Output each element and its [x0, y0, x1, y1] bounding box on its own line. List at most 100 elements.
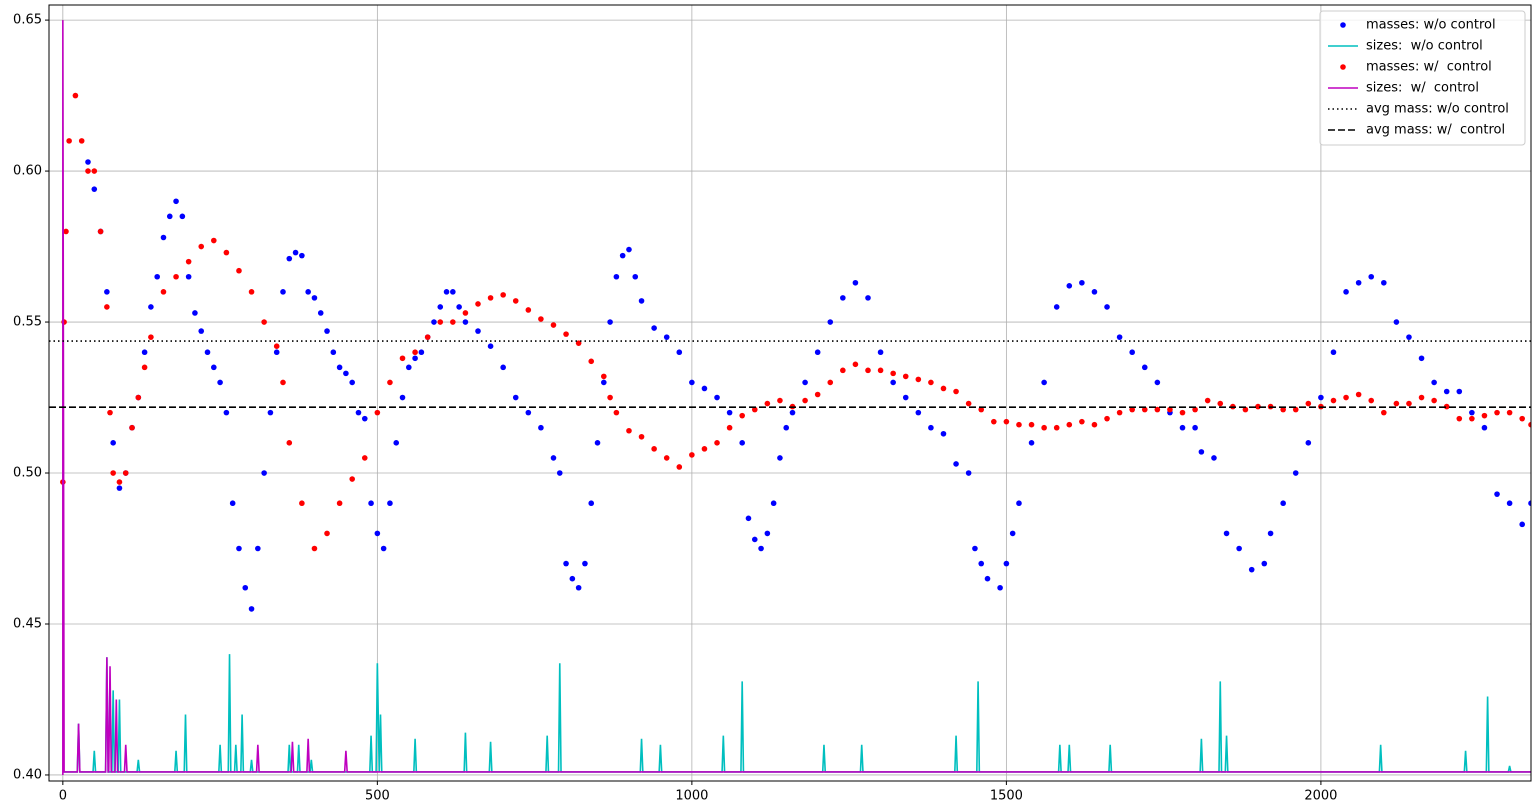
data-point — [802, 397, 808, 404]
data-point — [475, 301, 481, 307]
data-point — [638, 298, 645, 304]
data-point — [777, 397, 783, 404]
data-point — [563, 331, 569, 337]
data-point — [865, 367, 871, 374]
data-point — [324, 530, 330, 537]
data-point — [928, 424, 934, 431]
legend-label: avg mass: w/ control — [1366, 123, 1505, 138]
data-point — [984, 575, 991, 582]
data-point — [299, 252, 305, 259]
data-point — [1104, 304, 1110, 310]
data-point — [915, 376, 922, 383]
data-point — [651, 325, 657, 331]
data-point — [965, 400, 972, 407]
data-point — [1381, 279, 1387, 286]
data-point — [1292, 406, 1299, 413]
data-point — [758, 545, 764, 552]
data-point — [443, 289, 450, 295]
x-tick-label: 500 — [365, 789, 390, 804]
data-point — [783, 424, 790, 431]
data-point — [500, 364, 506, 371]
data-point — [1041, 424, 1047, 431]
data-point — [928, 379, 934, 386]
data-point — [575, 584, 582, 591]
data-point — [273, 349, 280, 356]
data-point — [512, 298, 519, 304]
data-point — [336, 500, 343, 507]
data-point — [1431, 397, 1437, 404]
data-point — [1041, 379, 1047, 386]
data-point — [714, 440, 720, 446]
data-point — [626, 427, 632, 434]
data-point — [1116, 334, 1123, 340]
legend-label: masses: w/o control — [1366, 18, 1496, 33]
data-point — [1192, 424, 1198, 431]
data-point — [242, 584, 249, 591]
data-point — [827, 379, 834, 386]
data-point — [110, 470, 116, 476]
data-point — [751, 536, 758, 543]
data-point — [1330, 397, 1337, 404]
data-point — [223, 409, 230, 416]
data-point — [299, 500, 305, 507]
data-point — [166, 213, 173, 220]
data-point — [588, 500, 595, 507]
data-point — [317, 310, 324, 316]
data-point — [972, 545, 978, 552]
data-point — [248, 606, 255, 612]
data-point — [556, 470, 563, 476]
y-tick-label: 0.55 — [13, 315, 42, 330]
data-point — [1211, 455, 1217, 461]
data-point — [902, 394, 909, 401]
data-point — [154, 273, 160, 280]
y-tick-label: 0.40 — [13, 767, 42, 782]
legend-marker — [1340, 22, 1346, 28]
data-point — [104, 304, 110, 310]
data-point — [601, 379, 607, 386]
data-point — [380, 545, 387, 552]
data-point — [978, 560, 985, 567]
data-point — [619, 252, 626, 259]
data-point — [953, 461, 959, 467]
data-point — [1355, 391, 1362, 398]
data-point — [1431, 379, 1437, 386]
data-point — [280, 289, 286, 295]
data-point — [663, 334, 670, 340]
data-point — [745, 515, 752, 522]
data-point — [141, 349, 148, 356]
data-point — [330, 349, 337, 356]
data-point — [940, 430, 947, 437]
data-point — [770, 500, 777, 507]
plot-marks — [49, 20, 1531, 775]
data-point — [135, 394, 142, 401]
data-point — [1305, 440, 1312, 446]
legend-label: masses: w/ control — [1366, 60, 1492, 75]
data-point — [91, 168, 98, 174]
data-point — [1318, 394, 1324, 401]
data-point — [588, 358, 595, 365]
data-point — [538, 424, 544, 431]
data-point — [840, 367, 846, 374]
data-point — [676, 464, 683, 470]
data-point — [1355, 279, 1362, 286]
data-point — [72, 92, 79, 99]
data-point — [292, 249, 299, 256]
data-point — [500, 292, 506, 298]
data-point — [116, 479, 123, 485]
data-point — [160, 289, 167, 295]
data-point — [129, 424, 135, 431]
data-point — [273, 343, 280, 349]
data-point — [456, 304, 462, 310]
data-point — [1528, 421, 1531, 428]
data-point — [1079, 279, 1085, 286]
data-point — [148, 304, 154, 310]
data-point — [374, 409, 381, 416]
data-point — [1443, 388, 1450, 395]
data-point — [538, 316, 544, 322]
data-point — [198, 243, 205, 250]
data-point — [997, 584, 1003, 591]
data-point — [211, 237, 217, 244]
data-point — [1248, 566, 1255, 573]
data-point — [255, 545, 261, 552]
data-point — [689, 452, 695, 458]
